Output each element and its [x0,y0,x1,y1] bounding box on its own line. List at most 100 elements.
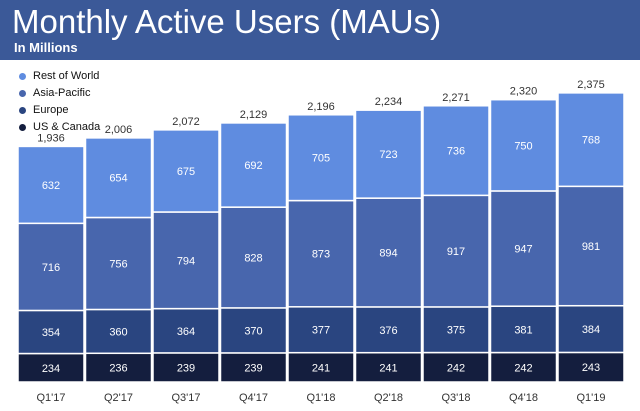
bar-segment-us-canada [287,351,355,383]
chart-title: Monthly Active Users (MAUs) [12,3,442,40]
data-label: 239 [177,362,195,374]
bar-segment-us-canada [84,352,153,383]
x-tick-label: Q4'18 [509,392,538,404]
data-label: 750 [514,140,532,152]
total-label: 2,271 [442,92,470,104]
bar-segment-rest-of-world [557,92,625,188]
data-label: 360 [109,326,127,338]
bar-group-q1-18: 241 377 873 705 2,196 Q1'18 [287,101,355,404]
bar-segment-asia-pacific [287,199,355,308]
bar-group-q1-19: 243 384 981 768 2,375 Q1'19 [557,79,625,404]
data-label: 894 [379,248,397,260]
legend-marker [18,105,27,115]
data-label: 723 [379,149,397,161]
data-label: 736 [447,146,465,158]
stacked-bar-chart: 234 354 716 632 1,936 Q1'17 236 360 756 654 2,006 Q… [17,79,625,404]
legend-marker [18,122,27,132]
legend-item-rest-of-world: Rest of World [18,68,100,84]
total-label: 2,129 [240,109,268,121]
bar-segment-us-canada [17,352,85,383]
bar-group-q2-17: 236 360 756 654 2,006 Q2'17 [84,124,153,404]
data-label: 947 [514,244,532,256]
total-label: 1,936 [37,132,65,144]
bar-segment-us-canada [152,352,220,383]
chart-subtitle: In Millions [14,40,78,55]
x-tick-label: Q1'18 [306,392,335,404]
x-tick-label: Q2'18 [374,392,403,404]
legend-label: Asia-Pacific [33,87,91,99]
legend-label: US & Canada [33,121,101,133]
total-label: 2,234 [375,96,403,108]
x-tick-label: Q2'17 [104,392,133,404]
bar-segment-rest-of-world [84,137,153,219]
bar-segment-rest-of-world [422,105,490,197]
bar-group-q1-17: 234 354 716 632 1,936 Q1'17 [17,132,85,404]
total-label: 2,375 [577,79,605,91]
x-tick-label: Q1'17 [36,392,65,404]
data-label: 692 [244,160,262,172]
data-label: 370 [244,325,262,337]
bar-group-q4-17: 239 370 828 692 2,129 Q4'17 [219,109,288,404]
bar-segment-rest-of-world [287,114,355,202]
data-label: 377 [312,325,330,337]
legend-marker [18,71,27,81]
data-label: 241 [379,362,397,374]
bar-group-q3-17: 239 364 794 675 2,072 Q3'17 [152,116,220,404]
bar-segment-europe [287,306,355,354]
legend-label: Rest of World [33,70,100,82]
bar-segment-asia-pacific [422,194,490,308]
legend-item-us-canada: US & Canada [18,119,100,135]
x-tick-label: Q1'19 [576,392,605,404]
bar-segment-europe [489,305,558,354]
x-tick-label: Q3'17 [171,392,200,404]
x-tick-label: Q3'18 [441,392,470,404]
data-label: 242 [447,362,465,374]
bar-segment-asia-pacific [84,216,153,311]
bar-segment-us-canada [219,352,288,383]
legend-item-asia-pacific: Asia-Pacific [18,85,100,101]
bar-segment-asia-pacific [152,211,220,310]
legend-marker [18,88,27,98]
legend-item-europe: Europe [18,102,100,118]
bar-group-q3-18: 242 375 917 736 2,271 Q3'18 [422,92,490,404]
total-label: 2,006 [105,124,133,136]
bar-segment-rest-of-world [152,129,220,213]
bar-segment-asia-pacific [17,222,85,312]
data-label: 381 [514,324,532,336]
data-label: 705 [312,153,330,165]
data-label: 241 [312,362,330,374]
data-label: 384 [582,324,600,336]
data-label: 675 [177,166,195,178]
x-tick-label: Q4'17 [239,392,268,404]
data-label: 376 [379,325,397,337]
data-label: 242 [514,362,532,374]
bar-segment-rest-of-world [354,109,423,199]
data-label: 354 [42,327,60,339]
bar-segment-europe [422,306,490,354]
legend-label: Europe [33,104,69,116]
bar-segment-us-canada [557,351,625,383]
bar-segment-rest-of-world [489,98,558,192]
data-label: 243 [582,362,600,374]
bar-segment-asia-pacific [219,206,288,309]
data-label: 756 [109,258,127,270]
bar-segment-rest-of-world [219,122,288,208]
data-label: 981 [582,241,600,253]
data-label: 654 [109,173,127,185]
total-label: 2,320 [510,86,538,98]
header-banner: Monthly Active Users (MAUs) In Millions [0,0,640,60]
total-label: 2,072 [172,116,200,128]
bar-segment-us-canada [354,351,423,383]
bar-segment-asia-pacific [354,197,423,308]
data-label: 794 [177,255,195,267]
bar-segment-rest-of-world [17,145,85,225]
data-label: 716 [42,262,60,274]
data-label: 632 [42,180,60,192]
data-label: 828 [244,253,262,265]
data-label: 234 [42,363,60,375]
data-label: 364 [177,326,195,338]
legend: Rest of World Asia-Pacific Europe US & Cana… [18,68,100,136]
bar-group-q2-18: 241 376 894 723 2,234 Q2'18 [354,96,423,404]
data-label: 873 [312,249,330,261]
bar-segment-europe [219,307,288,354]
